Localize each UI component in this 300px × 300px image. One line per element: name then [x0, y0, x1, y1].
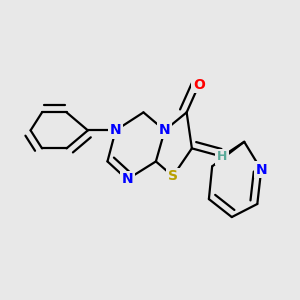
- Text: H: H: [217, 150, 227, 163]
- Text: O: O: [193, 78, 205, 92]
- Text: N: N: [255, 163, 267, 177]
- Text: N: N: [121, 172, 133, 186]
- Text: S: S: [168, 169, 178, 183]
- Text: N: N: [159, 123, 170, 137]
- Text: N: N: [110, 123, 122, 137]
